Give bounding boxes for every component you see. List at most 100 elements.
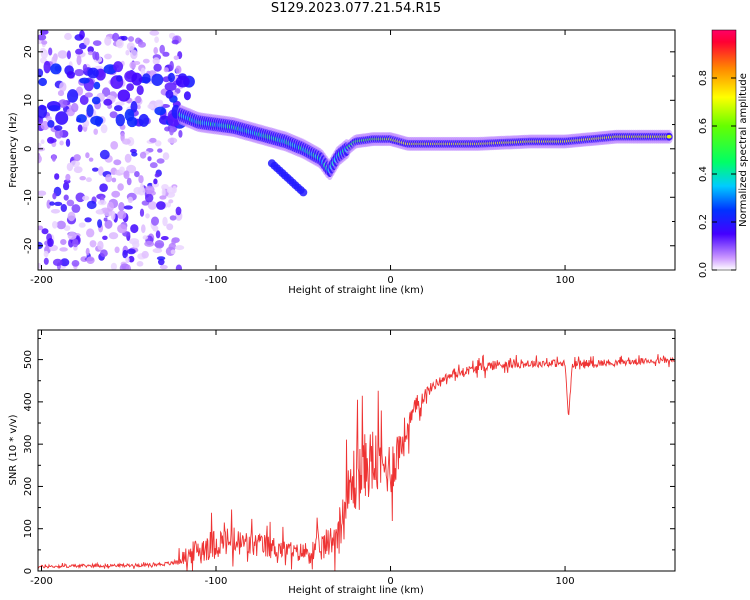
spectrogram-speckle xyxy=(96,209,103,215)
spectrogram-speckle xyxy=(88,157,94,162)
spectrogram-speckle xyxy=(40,139,45,144)
spectrogram-y-label: Frequency (Hz) xyxy=(8,112,19,188)
spectrogram-speckle xyxy=(38,154,42,164)
spectrogram-branch xyxy=(299,188,308,197)
spectrogram-speckle xyxy=(65,138,71,147)
spectrogram-speckle xyxy=(141,224,146,234)
spectrogram-speckle xyxy=(66,50,71,60)
spectrogram-speckle xyxy=(144,185,155,195)
spectrogram-speckle xyxy=(97,200,107,206)
spectrogram-speckle xyxy=(149,137,157,143)
spectrogram-speckle xyxy=(63,182,70,191)
spectrogram-speckle xyxy=(153,47,158,55)
spectrogram-speckle xyxy=(67,231,77,240)
spectrogram-blob xyxy=(183,91,191,101)
spectrogram-speckle xyxy=(60,239,67,245)
spectrogram-speckle xyxy=(156,158,165,164)
spectrogram-speckle xyxy=(58,99,68,108)
snr-y-tick-label: 0 xyxy=(23,568,34,574)
spectrogram-speckle xyxy=(100,249,108,257)
spectrogram-speckle xyxy=(157,148,163,153)
spectrogram-speckle xyxy=(92,167,99,172)
snr-data xyxy=(38,354,675,571)
spectrogram-speckle xyxy=(136,85,144,96)
spectrogram-speckle xyxy=(138,41,146,48)
spectrogram-speckle xyxy=(38,68,44,78)
spectrogram-speckle xyxy=(93,128,98,135)
spectrogram-blob xyxy=(103,98,113,106)
spectrogram-speckle xyxy=(130,224,139,234)
spectrogram-speckle xyxy=(49,138,57,143)
spectrogram-speckle xyxy=(92,40,102,46)
spectrogram-speckle xyxy=(75,192,86,203)
spectrogram-speckle xyxy=(159,264,168,270)
spectrogram-speckle xyxy=(159,44,165,54)
snr-y-tick-label: 500 xyxy=(23,350,34,369)
spectrogram-speckle xyxy=(87,51,94,56)
spectrogram-speckle xyxy=(167,137,178,144)
spectrogram-blob xyxy=(48,105,61,112)
spectrogram-speckle xyxy=(52,258,63,266)
spectrogram-speckle xyxy=(86,256,95,265)
spectrogram-speckle xyxy=(59,140,64,146)
spectrogram-speckle xyxy=(70,160,80,168)
spectrogram-frame xyxy=(37,29,676,271)
spectrogram-speckle xyxy=(173,55,179,61)
spectrogram-speckle xyxy=(84,217,92,223)
spectrogram-speckle xyxy=(41,40,48,45)
spectrogram-speckle xyxy=(64,32,72,41)
snr-y-tick-label: 400 xyxy=(23,392,34,411)
spectrogram-speckle xyxy=(85,247,90,256)
spectrogram-speckle xyxy=(79,30,85,40)
spectrogram-blob xyxy=(164,82,177,91)
colorbar-gradient xyxy=(711,29,737,271)
spectrogram-speckle xyxy=(126,164,137,174)
spectrogram-speckle xyxy=(107,201,114,212)
spectrogram-speckle xyxy=(52,192,57,200)
spectrogram-speckle xyxy=(117,224,128,234)
spectrogram-speckle xyxy=(156,256,166,261)
spectrogram-speckle xyxy=(67,211,76,222)
spectrogram-speckle xyxy=(127,196,133,203)
spectrogram-speckle xyxy=(124,153,132,163)
spectrogram-speckle xyxy=(102,235,108,240)
spectrogram-blob xyxy=(114,105,123,112)
spectrogram-speckle xyxy=(127,36,135,42)
spectrogram-speckle xyxy=(39,30,49,35)
spectrogram-speckle xyxy=(60,204,67,212)
spectrogram-speckle xyxy=(40,47,46,53)
spectrogram-speckle xyxy=(133,187,142,195)
spectrogram-speckle xyxy=(120,35,128,41)
spectrogram-y-tick-label: 20 xyxy=(23,45,34,58)
spectrogram-speckle xyxy=(38,142,42,148)
colorbar-tick-label: 0.2 xyxy=(698,214,709,230)
spectrogram-speckle xyxy=(162,152,170,161)
spectrogram-speckle xyxy=(76,55,82,66)
spectrogram-speckle xyxy=(48,47,53,56)
spectrogram-blob xyxy=(151,73,164,87)
spectrogram-blob xyxy=(153,63,162,72)
snr-x-tick-label: 100 xyxy=(556,576,575,587)
spectrogram-x-tick-label: -200 xyxy=(30,275,53,286)
colorbar-ticks: 0.0 0.2 0.4 0.6 0.8 xyxy=(698,70,736,278)
spectrogram-ridge-core xyxy=(666,134,672,139)
spectrogram-blob xyxy=(38,77,47,87)
spectrogram-speckle xyxy=(47,238,54,247)
spectrogram-speckle xyxy=(156,201,166,210)
spectrogram-speckle xyxy=(109,111,118,119)
spectrogram-speckle xyxy=(110,210,116,221)
spectrogram-speckle xyxy=(57,90,65,97)
spectrogram-blob xyxy=(79,77,90,84)
spectrogram-speckle xyxy=(141,250,149,259)
spectrogram-speckle xyxy=(115,101,125,106)
spectrogram-blob xyxy=(131,72,143,86)
spectrogram-speckle xyxy=(117,183,124,191)
spectrogram-speckle xyxy=(104,53,112,60)
spectrogram-speckle xyxy=(59,247,68,252)
spectrogram-speckle xyxy=(162,51,170,57)
spectrogram-speckle xyxy=(175,264,182,270)
spectrogram-speckle xyxy=(162,216,168,227)
spectrogram-speckle xyxy=(87,46,94,53)
spectrogram-data xyxy=(38,30,674,270)
